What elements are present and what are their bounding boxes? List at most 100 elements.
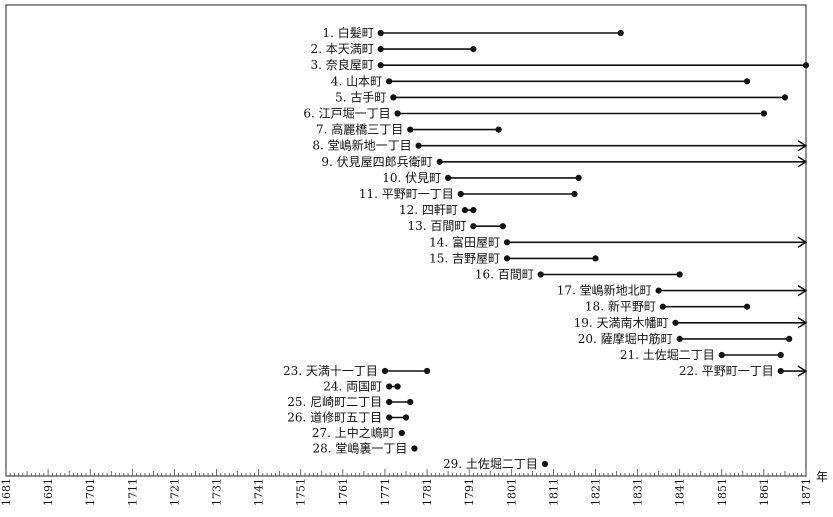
tick-label: 1801 [505,478,518,506]
row-label: 24. 両国町 [323,380,382,394]
row-4: 4. 山本町 [331,74,751,88]
row-9: 9. 伏見屋四郎兵衛町 [321,155,808,169]
tick-label: 1821 [589,478,602,506]
tick-label: 1721 [168,478,181,506]
arrow-head [797,156,808,168]
row-label: 14. 富田屋町 [429,234,500,249]
row-label: 6. 江戸堀一丁目 [303,106,390,121]
row-14: 14. 富田屋町 [429,234,808,249]
tick-label: 1791 [463,478,476,506]
row-label: 23. 天満十一丁目 [283,364,378,378]
row-26: 26. 道修町五丁目 [287,410,410,425]
arrow-head [797,317,808,329]
end-dot [676,271,683,278]
end-dot [402,414,410,421]
tick-label: 1751 [295,478,308,506]
row-20: 20. 薩摩堀中筋町 [578,331,793,346]
row-1: 1. 白髪町 [322,25,624,40]
end-dot [575,174,582,181]
row-label: 4. 山本町 [331,74,382,88]
row-label: 2. 本天満町 [310,42,373,56]
row-16: 16. 百間町 [475,268,683,282]
tick-label: 1681 [0,478,13,506]
row-7: 7. 高麗橋三丁目 [316,122,502,137]
row-10: 10. 伏見町 [382,171,582,185]
row-24: 24. 両国町 [323,380,401,394]
row-label: 29. 土佐堀二丁目 [443,456,538,471]
tick-label: 1851 [716,478,729,506]
end-dot [407,398,414,406]
row-label: 8. 堂嶋新地一丁目 [312,138,411,153]
row-label: 15. 吉野屋町 [429,251,500,265]
end-dot [470,46,477,53]
tick-label: 1861 [758,478,771,506]
row-18: 18. 新平野町 [585,299,751,314]
x-axis: 1681 1691 1701 1711 1721 1731 1741 1751 1761 1771… [0,469,828,506]
end-dot [743,78,751,85]
row-label: 18. 新平野町 [585,299,656,314]
tick-label: 1871 [800,478,813,506]
row-label: 16. 百間町 [475,268,534,282]
end-dot [592,255,599,262]
end-dot [495,126,502,133]
row-label: 1. 白髪町 [322,25,373,40]
tick-label: 1771 [379,478,392,506]
row-17: 17. 堂嶋新地北町 [557,283,808,298]
tick-label: 1701 [84,478,97,506]
row-label: 12. 四軒町 [399,203,458,217]
tick-label: 1691 [42,478,55,506]
row-label: 17. 堂嶋新地北町 [557,283,652,298]
row-8: 8. 堂嶋新地一丁目 [312,138,808,153]
row-label: 5. 古手町 [335,89,386,104]
row-2: 2. 本天満町 [310,42,477,56]
tick-label: 1761 [337,478,350,506]
end-dot [617,29,624,37]
arrow-head [797,140,808,152]
end-dot [394,383,401,390]
row-28: 28. 堂嶋裏一丁目 [313,441,418,456]
row-6: 6. 江戸堀一丁目 [303,106,767,121]
row-12: 12. 四軒町 [399,203,477,217]
row-15: 15. 吉野屋町 [429,251,599,265]
row-3: 3. 奈良屋町 [310,57,810,72]
row-23: 23. 天満十一丁目 [283,364,431,378]
row-22: 22. 平野町一丁目 [679,364,808,378]
arrow-head [797,284,808,297]
end-dot [743,303,751,310]
row-label: 22. 平野町一丁目 [679,364,774,378]
row-5: 5. 古手町 [335,89,789,104]
tick-label: 1841 [674,478,687,506]
tick-label: 1731 [211,478,224,506]
row-label: 3. 奈良屋町 [310,57,373,72]
row-29: 29. 土佐堀二丁目 [443,456,549,471]
tick-label: 1811 [547,478,560,506]
x-unit-label: 年 [816,470,828,484]
end-dot [802,62,810,69]
start-dot [541,460,549,468]
end-dot [470,207,477,214]
row-21: 21. 土佐堀二丁目 [620,347,784,362]
row-13: 13. 百間町 [407,219,506,233]
row-label: 9. 伏見屋四郎兵衛町 [321,155,432,169]
row-label: 26. 道修町五丁目 [287,410,382,425]
tick-label: 1741 [253,478,266,506]
end-dot [423,367,431,375]
arrow-head [797,365,808,377]
row-label: 11. 平野町一丁目 [359,187,454,201]
end-dot [777,351,784,359]
tick-label: 1711 [126,478,139,506]
plot-frame [5,4,807,477]
arrow-head [797,236,808,248]
end-dot [499,223,506,230]
row-label: 25. 尼崎町二丁目 [287,395,382,409]
row-label: 21. 土佐堀二丁目 [620,347,715,362]
row-label: 10. 伏見町 [382,171,441,185]
end-dot [571,190,578,198]
row-label: 27. 上中之嶋町 [312,425,395,440]
row-27: 27. 上中之嶋町 [312,425,405,440]
row-label: 20. 薩摩堀中筋町 [578,331,673,346]
start-dot [411,445,418,452]
row-label: 13. 百間町 [407,219,466,233]
